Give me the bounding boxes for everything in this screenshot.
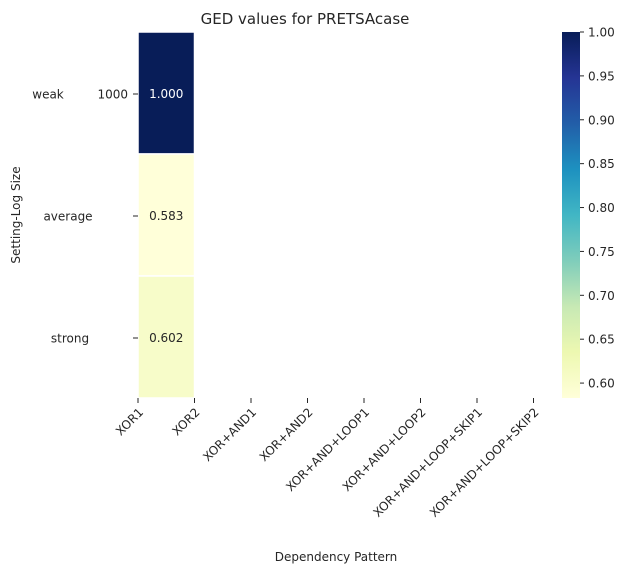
colorbar-tick-label: 0.65 (588, 333, 615, 347)
y-tick-label-setting: weak (32, 88, 64, 102)
colorbar-tick-label: 1.00 (588, 26, 615, 40)
x-tick-label: XOR+AND1 (200, 405, 259, 464)
x-tick-label: XOR+AND2 (257, 405, 316, 464)
heatmap-cell (137, 31, 196, 155)
cell-value-label: 1.000 (149, 87, 183, 101)
x-axis-label: Dependency Pattern (275, 550, 398, 564)
x-tick-label: XOR+AND+LOOP+SKIP2 (427, 405, 542, 520)
heatmap-cell (137, 275, 196, 399)
y-tick-label-setting: average (43, 210, 92, 224)
colorbar-tick-label: 0.70 (588, 289, 615, 303)
colorbar (562, 32, 580, 398)
colorbar-tick-label: 0.85 (588, 157, 615, 171)
colorbar-tick-label: 0.90 (588, 113, 615, 127)
cell-value-label: 0.583 (149, 209, 183, 223)
y-tick-label-setting: strong (51, 332, 89, 346)
chart-title: GED values for PRETSAcase (201, 10, 410, 28)
x-tick-label: XOR+AND+LOOP+SKIP1 (370, 405, 485, 520)
colorbar-tick-label: 0.95 (588, 69, 615, 83)
heatmap-cell (137, 153, 196, 277)
cell-value-label: 0.602 (149, 331, 183, 345)
colorbar-tick-label: 0.80 (588, 201, 615, 215)
colorbar-tick-label: 0.75 (588, 245, 615, 259)
colorbar-tick-label: 0.60 (588, 377, 615, 391)
y-axis-label: Setting-Log Size (9, 166, 23, 263)
x-tick-label: XOR1 (113, 405, 146, 438)
x-tick-label: XOR2 (169, 405, 202, 438)
y-tick-label-log-size: 1000 (97, 88, 128, 102)
